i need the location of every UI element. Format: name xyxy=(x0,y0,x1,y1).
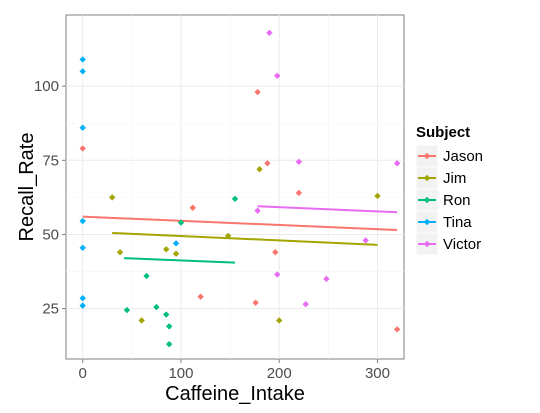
x-axis-title: Caffeine_Intake xyxy=(165,383,305,405)
data-point-tina xyxy=(79,124,86,131)
trend-line-ron xyxy=(123,257,236,264)
trend-line-jason xyxy=(82,215,398,231)
data-point-jim xyxy=(374,192,381,200)
x-tick-label: 300 xyxy=(365,365,390,382)
y-tick-label: 25 xyxy=(42,301,59,318)
legend: Subject Jason Jim Ron Tina Victor xyxy=(415,124,483,256)
data-point-jim xyxy=(116,249,124,256)
data-point-ron xyxy=(177,219,185,226)
data-point-tina xyxy=(79,217,86,225)
y-tick-label: 75 xyxy=(42,152,59,169)
data-point-victor xyxy=(254,207,261,214)
data-point-victor xyxy=(295,158,303,165)
x-tick-label: 0 xyxy=(79,365,87,382)
grid-lines xyxy=(66,15,404,359)
legend-label-jason: Jason xyxy=(443,148,483,165)
legend-marker-victor xyxy=(423,240,431,248)
legend-label-ron: Ron xyxy=(443,192,471,209)
data-point-tina xyxy=(172,240,180,247)
legend-marker-jason xyxy=(423,152,431,160)
data-point-tina xyxy=(79,68,86,75)
trend-line-victor xyxy=(257,205,398,214)
data-point-tina xyxy=(79,302,86,309)
data-point-jason xyxy=(264,160,271,167)
data-point-jason xyxy=(393,326,401,333)
y-tick-label: 50 xyxy=(42,226,59,243)
data-point-jim xyxy=(108,194,116,201)
legend-marker-tina xyxy=(423,218,431,226)
data-point-jason xyxy=(189,204,196,211)
legend-label-victor: Victor xyxy=(443,236,481,253)
y-axis-title: Recall_Rate xyxy=(16,133,38,242)
y-tick-label: 100 xyxy=(34,78,59,95)
data-point-jason xyxy=(272,249,279,256)
data-point-jim xyxy=(163,246,170,253)
legend-title: Subject xyxy=(416,124,470,141)
data-point-ron xyxy=(165,323,173,330)
data-points xyxy=(79,29,401,348)
data-point-ron xyxy=(153,303,160,311)
trend-line-jim xyxy=(112,231,378,246)
data-point-jason xyxy=(197,293,204,300)
data-point-victor xyxy=(274,271,281,278)
plot-panel xyxy=(65,14,405,360)
legend-label-jim: Jim xyxy=(443,170,466,187)
data-point-jason xyxy=(295,189,303,197)
data-point-tina xyxy=(79,244,86,251)
data-point-jim xyxy=(138,317,145,324)
data-point-tina xyxy=(79,295,86,302)
data-point-ron xyxy=(165,340,173,348)
data-point-jason xyxy=(79,145,86,152)
data-point-victor xyxy=(266,29,273,36)
data-point-jim xyxy=(172,250,180,257)
data-point-jason xyxy=(252,299,259,306)
data-point-jason xyxy=(254,88,261,96)
data-point-jim xyxy=(276,317,283,324)
data-point-victor xyxy=(302,300,309,308)
legend-marker-jim xyxy=(423,174,431,182)
data-point-ron xyxy=(163,311,170,318)
x-tick-label: 100 xyxy=(168,365,193,382)
x-tick-label: 200 xyxy=(267,365,292,382)
data-point-victor xyxy=(323,275,330,283)
data-point-ron xyxy=(231,195,239,203)
data-point-tina xyxy=(79,56,86,63)
data-point-victor xyxy=(393,160,401,167)
data-point-ron xyxy=(143,272,150,280)
data-point-jim xyxy=(224,232,232,240)
legend-marker-ron xyxy=(423,196,431,204)
data-point-ron xyxy=(123,306,131,314)
data-point-jim xyxy=(256,166,263,173)
legend-label-tina: Tina xyxy=(443,214,472,231)
data-point-victor xyxy=(362,237,369,244)
trend-lines xyxy=(82,205,398,264)
data-point-victor xyxy=(274,72,281,79)
axis-ticks: 0 100 200 300 25 50 75 100 xyxy=(34,78,390,382)
